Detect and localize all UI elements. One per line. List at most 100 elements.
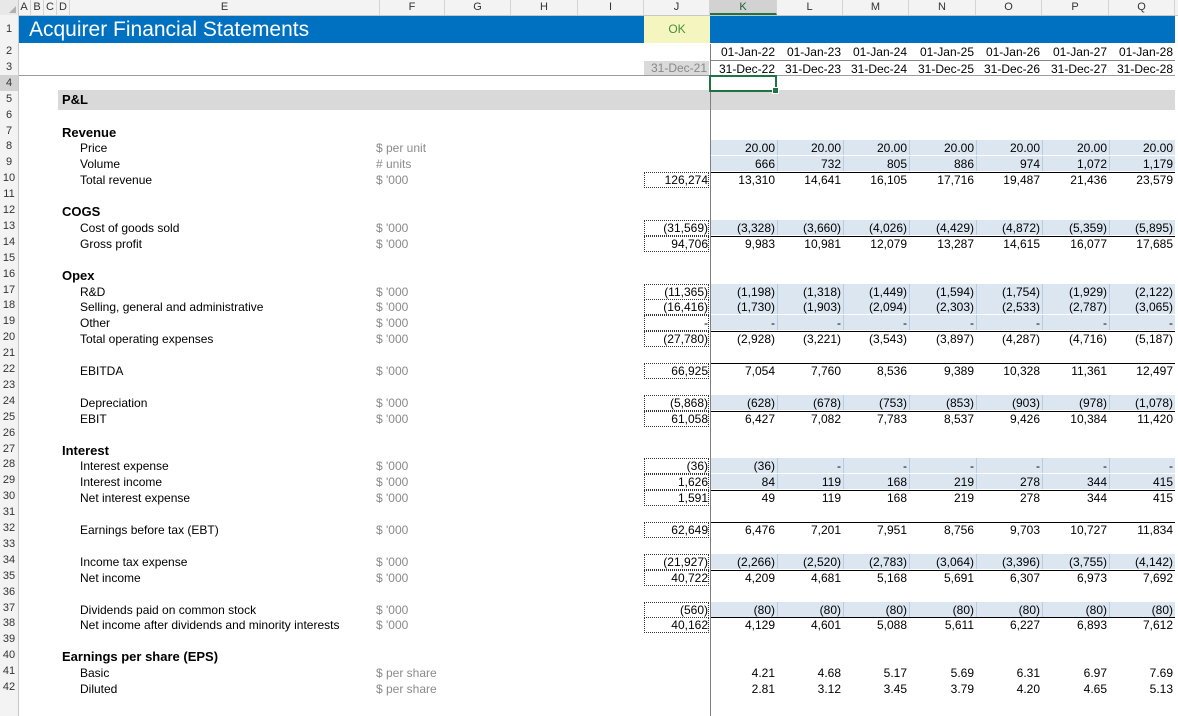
cell-income-tax-expense-m[interactable]: (2,783) <box>868 554 907 569</box>
cell-basic-k[interactable]: 4.21 <box>751 666 775 681</box>
total-value-selling-general-and-administrative[interactable]: (16,416) <box>663 300 708 315</box>
cell-other-p[interactable]: - <box>1103 316 1107 331</box>
cell-selling-general-and-administrative-p[interactable]: (2,787) <box>1068 300 1107 315</box>
cell-r-d-q[interactable]: (2,122) <box>1134 284 1173 299</box>
cell-gross-profit-o[interactable]: 14,615 <box>1003 236 1040 251</box>
total-value-other[interactable]: - <box>704 316 708 331</box>
cell-earnings-before-tax-ebt-k[interactable]: 6,476 <box>744 523 775 537</box>
total-value-cost-of-goods-sold[interactable]: (31,569) <box>663 220 708 235</box>
row-header-35[interactable]: 35 <box>2 569 16 582</box>
cell-income-tax-expense-o[interactable]: (3,396) <box>1001 554 1040 569</box>
row-header-1[interactable]: 1 <box>5 23 13 35</box>
row-header-18[interactable]: 18 <box>2 299 16 312</box>
cell-interest-income-o[interactable]: 278 <box>1019 475 1040 490</box>
j-end-date[interactable]: 31-Dec-21 <box>644 61 709 76</box>
cell-r-d-p[interactable]: (1,929) <box>1068 284 1107 299</box>
cell-income-tax-expense-l[interactable]: (2,520) <box>802 554 841 569</box>
cell-diluted-q[interactable]: 5.13 <box>1149 682 1173 696</box>
total-value-interest-expense[interactable]: (36) <box>686 459 708 474</box>
cell-price-m[interactable]: 20.00 <box>876 141 907 156</box>
cell-earnings-before-tax-ebt-q[interactable]: 11,834 <box>1137 523 1173 537</box>
cell-cost-of-goods-sold-k[interactable]: (3,328) <box>736 220 775 235</box>
row-header-29[interactable]: 29 <box>2 474 16 487</box>
active-cell-k4[interactable] <box>709 75 779 94</box>
row-header-15[interactable]: 15 <box>2 251 16 264</box>
cell-price-q[interactable]: 20.00 <box>1142 141 1173 156</box>
cell-cost-of-goods-sold-n[interactable]: (4,429) <box>935 220 974 235</box>
cell-net-interest-expense-l[interactable]: 119 <box>821 491 841 506</box>
cell-total-revenue-q[interactable]: 23,579 <box>1136 173 1173 188</box>
cell-diluted-n[interactable]: 3.79 <box>950 682 974 696</box>
end-date-k[interactable]: 31-Dec-22 <box>718 61 775 76</box>
cell-selling-general-and-administrative-o[interactable]: (2,533) <box>1001 300 1040 315</box>
total-value-net-interest-expense[interactable]: 1,591 <box>677 491 708 506</box>
cell-diluted-k[interactable]: 2.81 <box>751 682 775 696</box>
cell-gross-profit-l[interactable]: 10,981 <box>804 236 841 251</box>
cell-net-income-o[interactable]: 6,307 <box>1009 570 1040 585</box>
cell-net-interest-expense-q[interactable]: 415 <box>1152 491 1173 506</box>
row-header-23[interactable]: 23 <box>2 378 16 391</box>
row-header-5[interactable]: 5 <box>5 92 13 105</box>
row-header-24[interactable]: 24 <box>2 394 16 407</box>
cell-depreciation-n[interactable]: (853) <box>945 395 974 410</box>
cell-net-income-after-dividends-and-minority-interests-o[interactable]: 6,227 <box>1009 618 1040 633</box>
cell-total-revenue-k[interactable]: 13,310 <box>738 173 775 188</box>
start-date-n[interactable]: 01-Jan-25 <box>919 45 974 59</box>
column-header-i[interactable]: I <box>578 0 644 15</box>
cell-income-tax-expense-p[interactable]: (3,755) <box>1068 554 1107 569</box>
cell-gross-profit-m[interactable]: 12,079 <box>870 236 907 251</box>
cell-depreciation-o[interactable]: (903) <box>1011 395 1040 410</box>
end-date-o[interactable]: 31-Dec-26 <box>983 61 1040 76</box>
cell-total-operating-expenses-o[interactable]: (4,287) <box>1001 332 1040 347</box>
cell-total-operating-expenses-p[interactable]: (4,716) <box>1068 332 1107 347</box>
cell-ebitda-q[interactable]: 12,497 <box>1136 364 1173 378</box>
cell-volume-k[interactable]: 666 <box>754 157 775 172</box>
cell-net-income-l[interactable]: 4,681 <box>810 570 841 585</box>
cell-other-k[interactable]: - <box>771 316 775 331</box>
total-value-net-income[interactable]: 40,722 <box>671 570 708 585</box>
cell-r-d-m[interactable]: (1,449) <box>868 284 907 299</box>
cell-interest-income-q[interactable]: 415 <box>1152 475 1173 490</box>
cell-diluted-o[interactable]: 4.20 <box>1016 682 1040 696</box>
cell-income-tax-expense-q[interactable]: (4,142) <box>1134 554 1173 569</box>
total-value-ebitda[interactable]: 66,925 <box>671 364 708 378</box>
row-header-9[interactable]: 9 <box>5 156 13 169</box>
total-value-net-income-after-dividends-and-minority-interests[interactable]: 40,162 <box>671 618 708 633</box>
end-date-n[interactable]: 31-Dec-25 <box>917 61 974 76</box>
row-header-19[interactable]: 19 <box>2 315 16 328</box>
cell-cost-of-goods-sold-l[interactable]: (3,660) <box>802 220 841 235</box>
total-value-earnings-before-tax-ebt[interactable]: 62,649 <box>671 523 708 537</box>
check-cell[interactable]: OK <box>644 16 710 43</box>
cell-net-income-after-dividends-and-minority-interests-p[interactable]: 6,893 <box>1076 618 1107 633</box>
cell-net-income-after-dividends-and-minority-interests-l[interactable]: 4,601 <box>810 618 841 633</box>
cell-diluted-p[interactable]: 4.65 <box>1083 682 1107 696</box>
total-value-ebit[interactable]: 61,058 <box>671 411 708 426</box>
cell-net-interest-expense-n[interactable]: 219 <box>953 491 974 506</box>
cell-gross-profit-n[interactable]: 13,287 <box>937 236 974 251</box>
start-date-o[interactable]: 01-Jan-26 <box>985 45 1040 59</box>
cell-dividends-paid-on-common-stock-p[interactable]: (80) <box>1085 602 1107 617</box>
cell-price-l[interactable]: 20.00 <box>810 141 841 156</box>
cell-ebitda-l[interactable]: 7,760 <box>810 364 841 378</box>
cell-earnings-before-tax-ebt-p[interactable]: 10,727 <box>1070 523 1107 537</box>
cell-interest-expense-k[interactable]: (36) <box>753 459 775 474</box>
cell-volume-q[interactable]: 1,179 <box>1142 157 1173 172</box>
cell-cost-of-goods-sold-q[interactable]: (5,895) <box>1134 220 1173 235</box>
row-header-14[interactable]: 14 <box>2 235 16 248</box>
row-header-12[interactable]: 12 <box>2 204 16 216</box>
row-header-17[interactable]: 17 <box>2 283 16 296</box>
cell-total-revenue-n[interactable]: 17,716 <box>937 173 974 188</box>
column-header-j[interactable]: J <box>644 0 710 15</box>
cell-selling-general-and-administrative-k[interactable]: (1,730) <box>736 300 775 315</box>
row-header-21[interactable]: 21 <box>2 347 16 360</box>
cell-net-income-k[interactable]: 4,209 <box>744 570 775 585</box>
row-header-31[interactable]: 31 <box>2 506 16 519</box>
row-header-2[interactable]: 2 <box>5 45 13 57</box>
column-header-g[interactable]: G <box>445 0 511 15</box>
row-header-26[interactable]: 26 <box>2 426 16 439</box>
column-header-d[interactable]: D <box>57 0 70 15</box>
end-date-q[interactable]: 31-Dec-28 <box>1116 61 1173 76</box>
cell-other-m[interactable]: - <box>903 316 907 331</box>
column-header-m[interactable]: M <box>843 0 909 15</box>
cell-net-interest-expense-k[interactable]: 49 <box>761 491 775 506</box>
